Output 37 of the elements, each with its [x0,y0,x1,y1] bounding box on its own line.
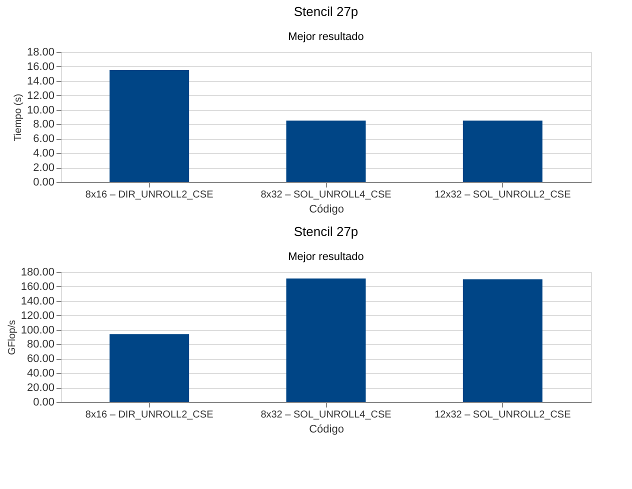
y-tick-label: 10.00 [26,104,54,116]
y-tick-label: 180.00 [20,266,54,278]
y-tick-label: 60.00 [26,353,54,366]
y-tick-label: 80.00 [26,338,54,351]
x-tick-label: 8x32 – SOL_UNROLL4_CSE [260,410,392,420]
y-tick-label: 20.00 [26,382,54,394]
y-tick-label: 140.00 [20,295,54,308]
y-tick-label: 8.00 [33,118,54,131]
y-tick-label: 12.00 [26,90,54,102]
y-tick-label: 0.00 [33,176,54,188]
y-tick-label: 6.00 [33,133,54,146]
y-axis-title: Tiempo (s) [12,94,24,142]
bar [286,278,366,402]
x-tick-label: 12x32 – SOL_UNROLL2_CSE [434,190,572,200]
x-tick-label: 8x16 – DIR_UNROLL2_CSE [85,410,214,420]
x-axis-title: Código [309,204,344,216]
y-tick-label: 120.00 [20,310,54,322]
x-tick-label: 8x32 – SOL_UNROLL4_CSE [260,190,392,200]
chart-subtitle: Mejor resultado [288,31,364,43]
x-axis-title: Código [309,424,344,436]
x-tick-label: 12x32 – SOL_UNROLL2_CSE [434,410,572,420]
y-tick-label: 160.00 [20,280,54,293]
chart-title: Stencil 27p [294,4,358,19]
y-tick-label: 14.00 [26,75,54,88]
y-tick-label: 100.00 [20,324,54,336]
x-tick-label: 8x16 – DIR_UNROLL2_CSE [85,190,214,200]
y-tick-label: 16.00 [26,60,54,73]
y-tick-label: 0.00 [33,396,54,408]
bar [110,334,190,402]
chart-subtitle: Mejor resultado [288,251,364,263]
y-tick-label: 2.00 [33,162,54,174]
y-tick-label: 40.00 [26,368,54,380]
bar [462,279,542,402]
y-tick-label: 4.00 [33,148,54,160]
y-axis-title: GFlop/s [6,320,18,356]
chart-title: Stencil 27p [294,224,358,239]
y-tick-label: 18.00 [26,46,54,58]
